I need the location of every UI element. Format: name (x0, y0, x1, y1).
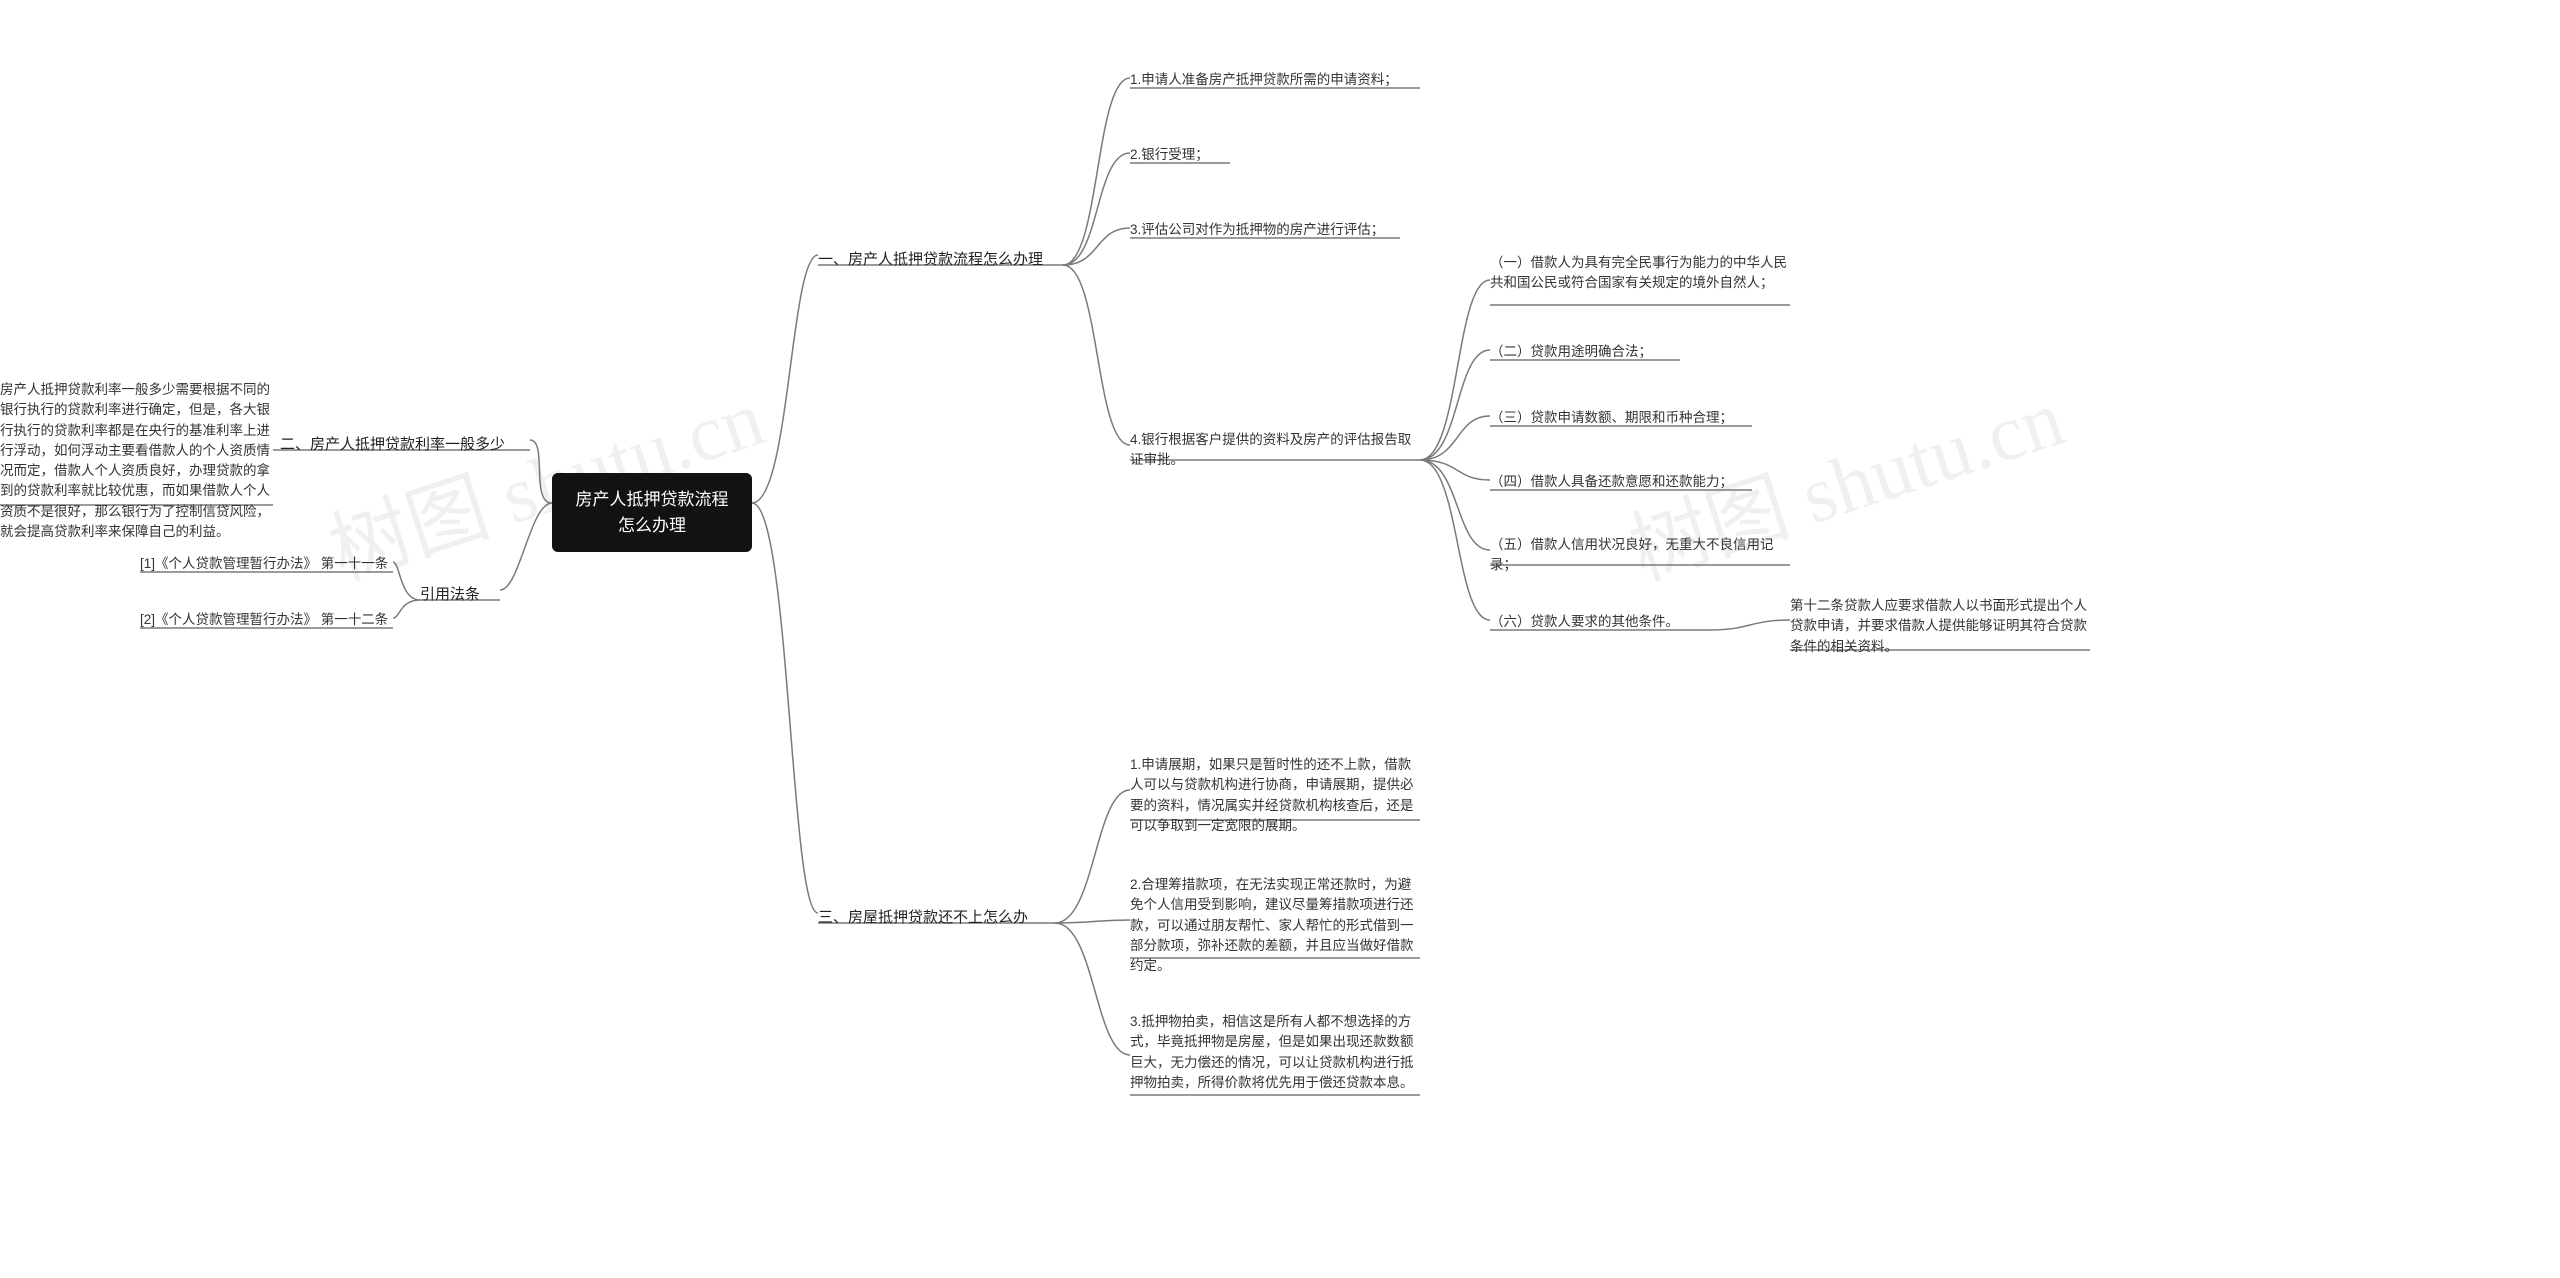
b1-child-1: 1.申请人准备房产抵押贷款所需的申请资料； (1130, 70, 1398, 90)
branch-2: 二、房产人抵押贷款利率一般多少 (280, 432, 505, 459)
b1c4-child-1: （一）借款人为具有完全民事行为能力的中华人民共和国公民或符合国家有关规定的境外自… (1490, 253, 1800, 294)
d6-child: 第十二条贷款人应要求借款人以书面形式提出个人贷款申请，并要求借款人提供能够证明其… (1790, 596, 2100, 657)
b3-child-1: 1.申请展期，如果只是暂时性的还不上款，借款人可以与贷款机构进行协商，申请展期，… (1130, 755, 1420, 836)
b1c4-child-4: （四）借款人具备还款意愿和还款能力； (1490, 472, 1733, 492)
b3-child-3: 3.抵押物拍卖，相信这是所有人都不想选择的方式，毕竟抵押物是房屋，但是如果出现还… (1130, 1012, 1420, 1093)
b1-child-2: 2.银行受理； (1130, 145, 1209, 165)
b1c4-child-5: （五）借款人信用状况良好，无重大不良信用记录； (1490, 535, 1800, 576)
root-node: 房产人抵押贷款流程怎么办理 (552, 473, 752, 552)
b3-child-2: 2.合理筹措款项，在无法实现正常还款时，为避免个人信用受到影响，建议尽量筹措款项… (1130, 875, 1420, 976)
b4-child-1: [1]《个人贷款管理暂行办法》 第一十一条 (140, 554, 388, 574)
b1-child-3: 3.评估公司对作为抵押物的房产进行评估； (1130, 220, 1384, 240)
b2-child: 房产人抵押贷款利率一般多少需要根据不同的银行执行的贷款利率进行确定，但是，各大银… (0, 380, 280, 542)
b1-child-4: 4.银行根据客户提供的资料及房产的评估报告取证审批。 (1130, 430, 1420, 471)
root-label: 房产人抵押贷款流程怎么办理 (576, 490, 729, 535)
b1c4-child-6: （六）贷款人要求的其他条件。 (1490, 612, 1679, 632)
branch-1: 一、房产人抵押贷款流程怎么办理 (818, 247, 1043, 274)
b1c4-child-3: （三）贷款申请数额、期限和币种合理； (1490, 408, 1733, 428)
branch-4: 引用法条 (420, 582, 480, 609)
b1c4-child-2: （二）贷款用途明确合法； (1490, 342, 1652, 362)
b4-child-2: [2]《个人贷款管理暂行办法》 第一十二条 (140, 610, 388, 630)
branch-3: 三、房屋抵押贷款还不上怎么办 (818, 905, 1028, 932)
